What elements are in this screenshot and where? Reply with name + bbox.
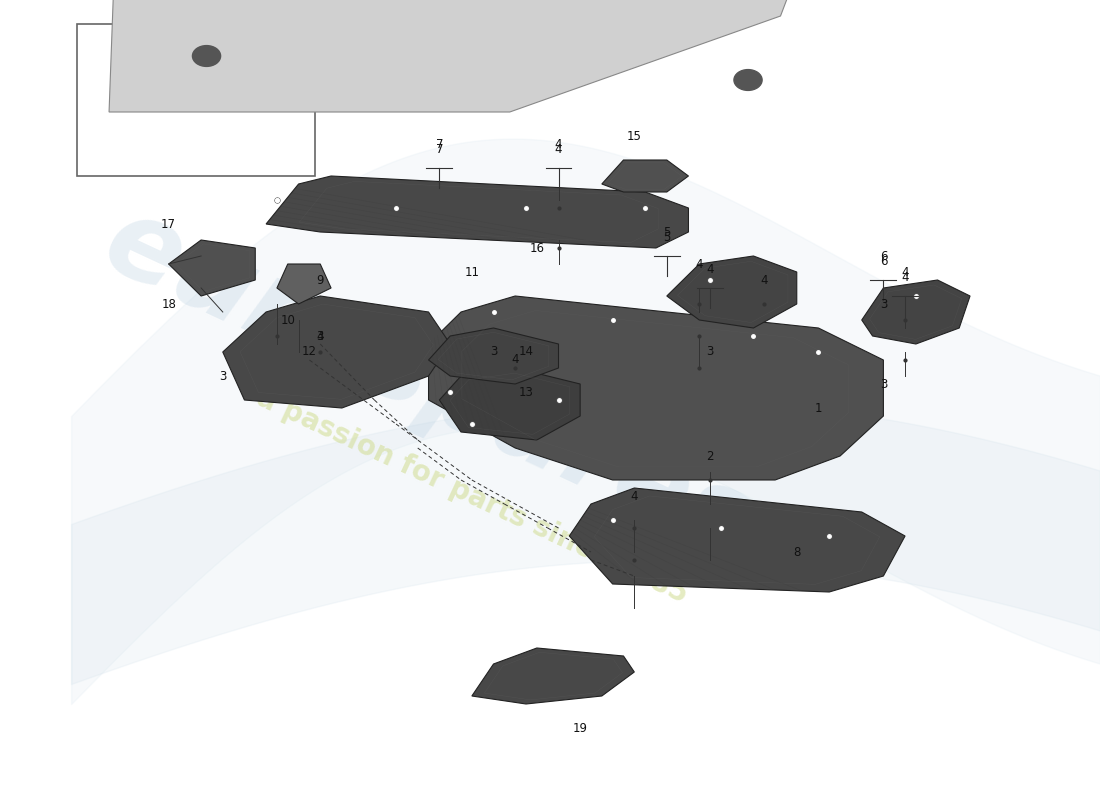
Text: 15: 15: [627, 130, 641, 142]
Polygon shape: [667, 256, 796, 328]
Polygon shape: [277, 264, 331, 304]
Text: 4: 4: [554, 138, 562, 150]
Text: 5: 5: [663, 226, 671, 238]
Text: eurospares: eurospares: [88, 187, 770, 581]
Polygon shape: [439, 368, 580, 440]
Circle shape: [734, 70, 762, 90]
Text: 6: 6: [880, 255, 888, 268]
Polygon shape: [109, 0, 856, 112]
Text: 3: 3: [219, 370, 227, 382]
Text: 4: 4: [706, 263, 714, 276]
Text: 4: 4: [901, 266, 909, 278]
Text: 13: 13: [518, 386, 534, 398]
Text: 3: 3: [317, 330, 323, 342]
Text: 4: 4: [695, 258, 703, 270]
Polygon shape: [570, 488, 905, 592]
Text: 3: 3: [880, 378, 887, 390]
Text: 16: 16: [529, 242, 544, 254]
Text: 4: 4: [512, 354, 519, 366]
Text: 4: 4: [630, 490, 638, 502]
Text: a passion for parts since 1985: a passion for parts since 1985: [252, 383, 692, 609]
Text: 4: 4: [760, 274, 768, 286]
Text: 4: 4: [317, 330, 324, 342]
Text: 14: 14: [518, 346, 534, 358]
Polygon shape: [472, 648, 635, 704]
Polygon shape: [602, 160, 689, 192]
Polygon shape: [861, 280, 970, 344]
Text: 5: 5: [663, 231, 671, 244]
Text: 4: 4: [901, 271, 909, 284]
Text: 4: 4: [554, 143, 562, 156]
Text: 2: 2: [706, 450, 714, 462]
Text: 8: 8: [793, 546, 801, 558]
Text: 3: 3: [706, 346, 714, 358]
Text: 7: 7: [436, 143, 443, 156]
Text: 1: 1: [815, 402, 822, 414]
Polygon shape: [429, 328, 559, 384]
Text: 9: 9: [317, 274, 324, 286]
Circle shape: [192, 46, 221, 66]
Text: 7: 7: [436, 138, 443, 150]
Text: 19: 19: [573, 722, 587, 734]
Polygon shape: [266, 176, 689, 248]
Text: 6: 6: [880, 250, 888, 262]
Polygon shape: [223, 296, 450, 408]
Text: 18: 18: [162, 298, 176, 310]
Text: 3: 3: [490, 346, 497, 358]
Polygon shape: [429, 296, 883, 480]
Text: 12: 12: [301, 346, 317, 358]
Text: 17: 17: [161, 218, 176, 230]
Bar: [77, 24, 315, 176]
Text: 3: 3: [880, 298, 887, 310]
Text: 10: 10: [280, 314, 295, 326]
Polygon shape: [168, 240, 255, 296]
Text: 11: 11: [464, 266, 480, 278]
